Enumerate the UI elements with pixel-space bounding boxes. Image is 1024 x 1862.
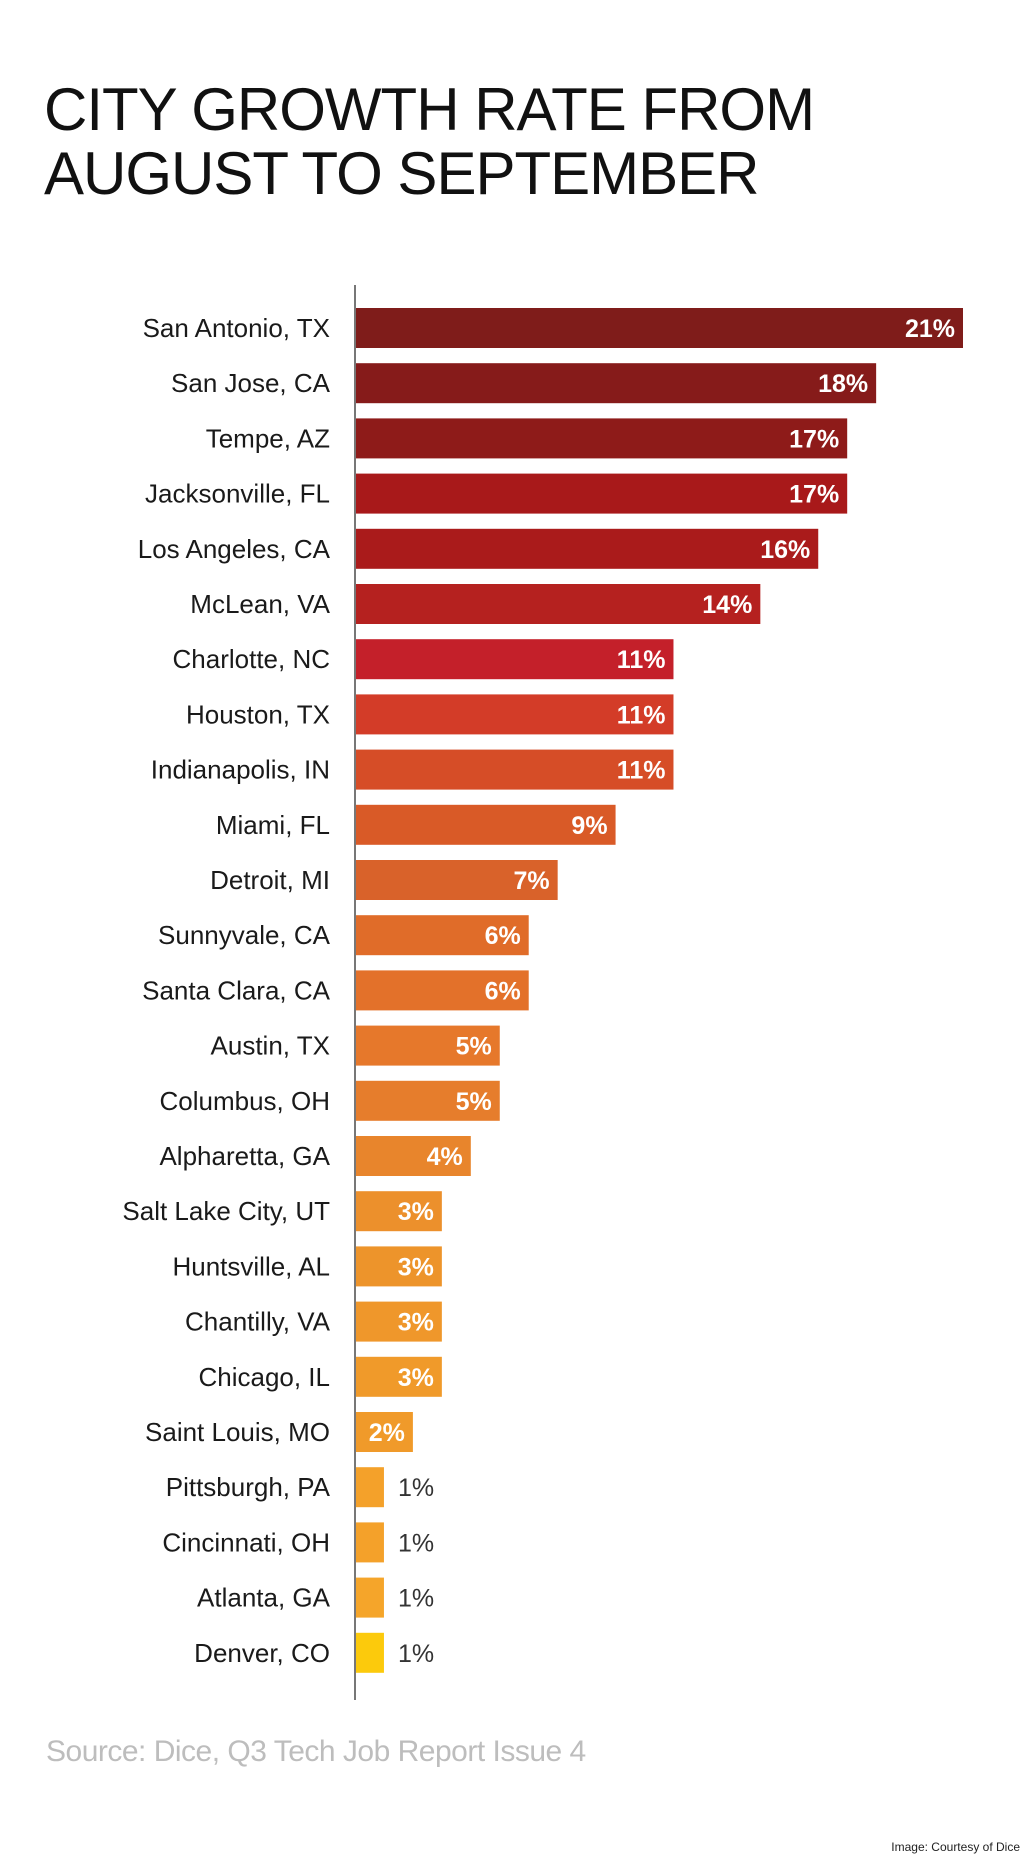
category-label: Atlanta, GA xyxy=(197,1583,331,1613)
value-label: 6% xyxy=(485,922,521,950)
category-label: Houston, TX xyxy=(186,699,330,729)
category-label: Salt Lake City, UT xyxy=(122,1196,330,1226)
bar xyxy=(355,1522,384,1563)
bar xyxy=(355,1080,500,1121)
category-label: Cincinnati, OH xyxy=(162,1527,330,1557)
category-label: Miami, FL xyxy=(216,810,330,840)
title-line-2: AUGUST TO SEPTEMBER xyxy=(44,140,760,207)
bar xyxy=(355,1136,471,1176)
value-label: 11% xyxy=(617,757,666,785)
category-label: Los Angeles, CA xyxy=(138,534,331,564)
chart-title: CITY GROWTH RATE FROM AUGUST TO SEPTEMBE… xyxy=(44,76,815,207)
category-label: Austin, TX xyxy=(211,1031,330,1061)
bar xyxy=(355,308,963,348)
category-label: Charlotte, NC xyxy=(173,644,331,674)
bar-chart: San Antonio, TX 21% San Jose, CA 18% Tempe, … xyxy=(122,285,963,1700)
bar xyxy=(355,860,558,900)
category-label: Pittsburgh, PA xyxy=(166,1472,331,1502)
bar xyxy=(355,1301,442,1342)
value-label: 1% xyxy=(398,1474,434,1502)
bar xyxy=(355,1467,384,1508)
value-label: 21% xyxy=(905,315,955,343)
bar xyxy=(355,1025,500,1066)
value-label: 1% xyxy=(398,1640,434,1668)
value-label: 16% xyxy=(760,536,810,564)
bar xyxy=(355,473,848,514)
bar xyxy=(355,1412,413,1452)
value-label: 3% xyxy=(398,1364,434,1392)
value-label: 4% xyxy=(427,1143,463,1171)
value-label: 17% xyxy=(789,481,839,509)
category-label: Jacksonville, FL xyxy=(145,479,330,509)
bar xyxy=(355,804,616,845)
value-label: 5% xyxy=(456,1088,492,1116)
image-credit: Image: Courtesy of Dice xyxy=(891,1840,1020,1854)
bar xyxy=(355,418,848,459)
value-label: 1% xyxy=(398,1529,434,1557)
bar xyxy=(355,694,674,735)
category-label: Santa Clara, CA xyxy=(142,975,331,1005)
bar xyxy=(355,915,529,956)
bar xyxy=(355,749,674,790)
value-label: 5% xyxy=(456,1033,492,1061)
category-label: Alpharetta, GA xyxy=(159,1141,330,1171)
value-label: 3% xyxy=(398,1198,434,1226)
title-line-1: CITY GROWTH RATE FROM xyxy=(44,76,815,143)
bar xyxy=(355,970,529,1011)
category-label: Saint Louis, MO xyxy=(145,1417,330,1447)
value-label: 17% xyxy=(789,425,839,453)
bar xyxy=(355,1246,442,1287)
bar xyxy=(355,1356,442,1397)
category-label: Tempe, AZ xyxy=(206,423,330,453)
category-label: Huntsville, AL xyxy=(172,1251,330,1281)
category-label: San Antonio, TX xyxy=(143,313,330,343)
bar xyxy=(355,1632,384,1673)
value-label: 18% xyxy=(818,370,868,398)
source-note: Source: Dice, Q3 Tech Job Report Issue 4 xyxy=(46,1735,586,1768)
bar xyxy=(355,528,819,569)
category-label: Columbus, OH xyxy=(160,1086,331,1116)
category-label: Detroit, MI xyxy=(210,865,330,895)
bar xyxy=(355,639,674,680)
bar xyxy=(355,584,761,624)
category-label: Chicago, IL xyxy=(198,1362,330,1392)
category-label: Sunnyvale, CA xyxy=(158,920,331,950)
value-label: 3% xyxy=(398,1253,434,1281)
bar xyxy=(355,363,877,404)
bar xyxy=(355,1577,384,1618)
bar xyxy=(355,1191,442,1232)
category-label: Denver, CO xyxy=(194,1638,330,1668)
value-label: 7% xyxy=(514,867,550,895)
value-label: 3% xyxy=(398,1309,434,1337)
category-label: Indianapolis, IN xyxy=(151,755,330,785)
value-label: 6% xyxy=(485,977,521,1005)
value-label: 9% xyxy=(571,812,607,840)
value-label: 11% xyxy=(617,701,666,729)
category-label: San Jose, CA xyxy=(171,368,331,398)
value-label: 2% xyxy=(369,1419,405,1447)
category-label: Chantilly, VA xyxy=(185,1307,331,1337)
value-label: 14% xyxy=(702,591,752,619)
value-label: 11% xyxy=(617,646,666,674)
category-label: McLean, VA xyxy=(190,589,330,619)
value-label: 1% xyxy=(398,1585,434,1613)
